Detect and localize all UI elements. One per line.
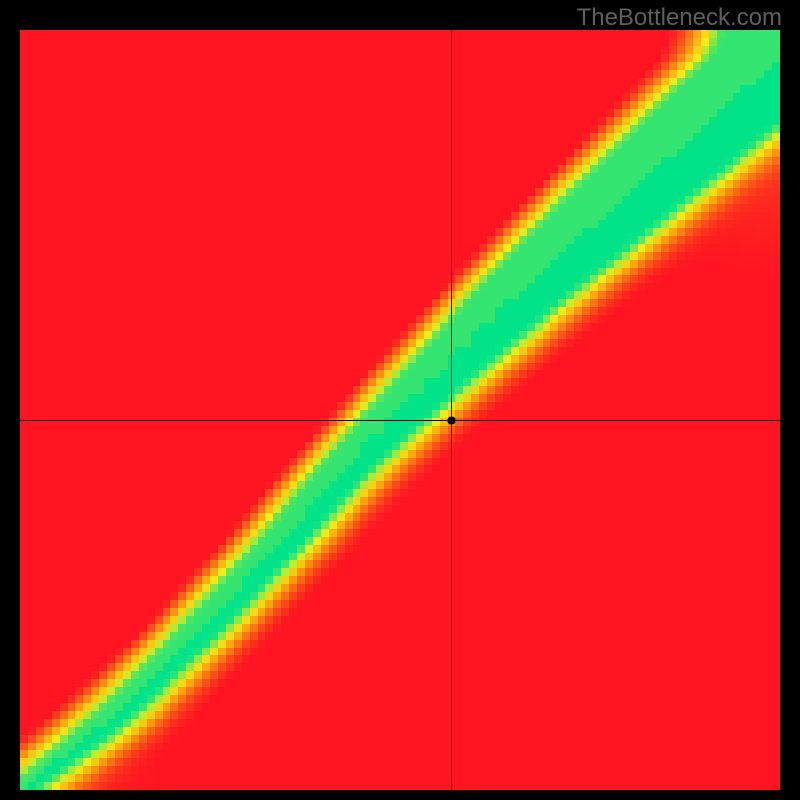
chart-container: { "watermark": { "text": "TheBottleneck.… — [0, 0, 800, 800]
bottleneck-heatmap — [20, 30, 780, 790]
watermark-text: TheBottleneck.com — [577, 4, 782, 32]
